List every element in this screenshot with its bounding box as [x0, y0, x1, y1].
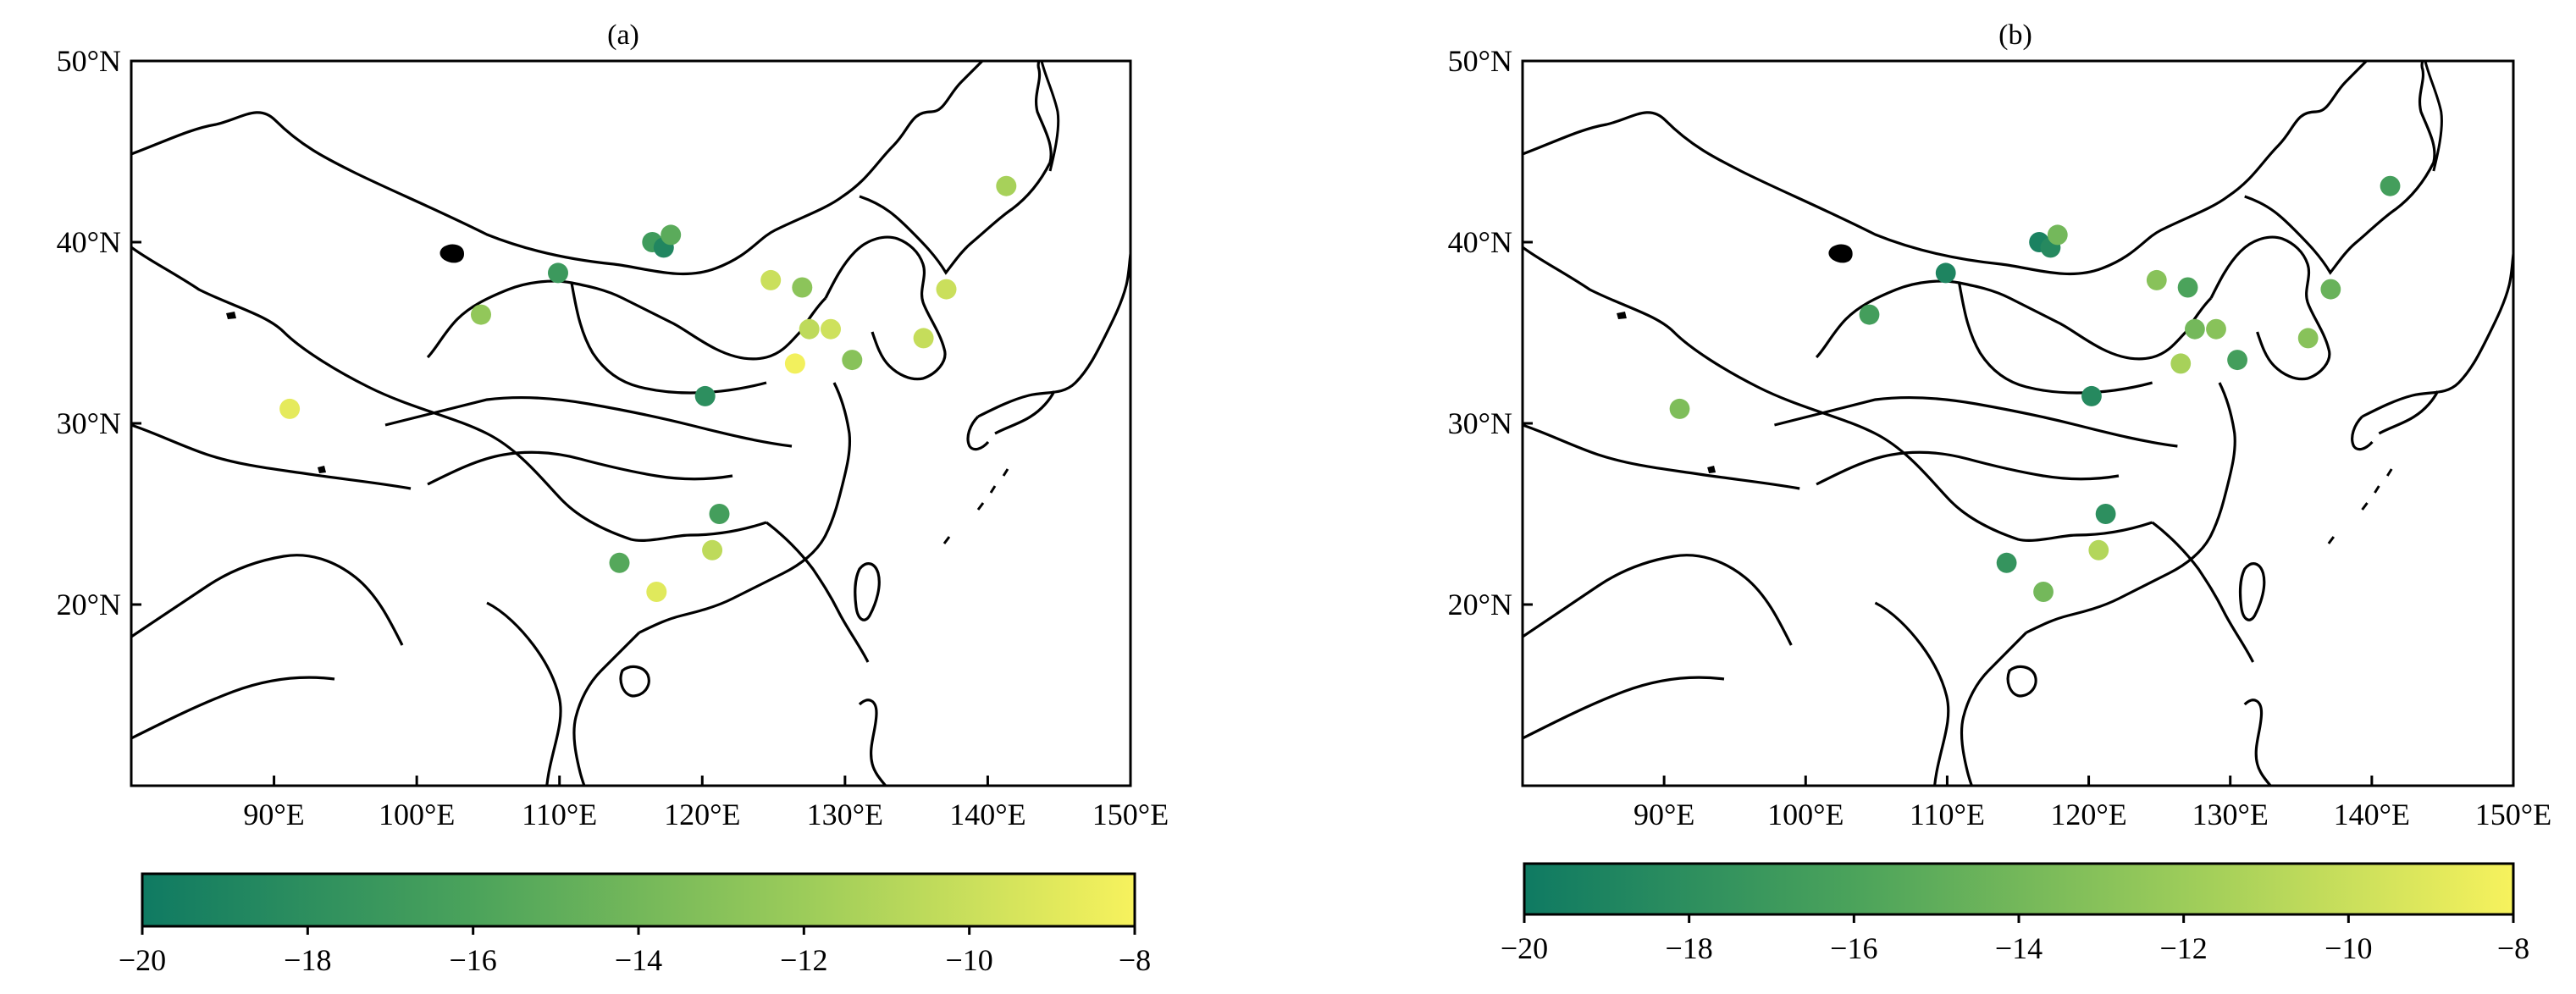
lat-tick-label: 20°N: [57, 588, 121, 621]
station-marker: [279, 398, 301, 419]
station-marker: [760, 269, 782, 290]
station-marker: [2320, 279, 2341, 300]
lon-tick-label: 100°E: [1767, 798, 1844, 831]
lon-tick-label: 150°E: [2475, 798, 2551, 831]
station-marker: [2177, 277, 2198, 298]
station-marker: [2170, 353, 2192, 374]
panel-a-colorbar-ticks: −20 −18 −16 −14 −12 −10 −8: [119, 926, 1151, 977]
panel-a-label: (a): [607, 19, 639, 51]
map-panel-b: (b) 50°N 40°N 30°N 20°N 90°E 100°E 110°E 120°E…: [1448, 19, 2552, 965]
panel-a-lat-axis: 50°N 40°N 30°N 20°N: [57, 44, 141, 621]
colorbar-tick-label: −8: [2497, 931, 2529, 965]
lon-tick-label: 150°E: [1092, 798, 1169, 831]
station-marker: [1859, 304, 1880, 325]
colorbar-tick-label: −14: [1995, 931, 2043, 965]
lon-tick-label: 90°E: [243, 798, 304, 831]
lat-tick-label: 40°N: [57, 225, 121, 259]
colorbar-tick-label: −16: [450, 943, 497, 977]
station-marker: [792, 277, 813, 298]
station-marker: [2081, 385, 2102, 406]
station-marker: [2185, 318, 2205, 340]
colorbar-tick-label: −16: [1830, 931, 1877, 965]
station-marker: [1935, 262, 1956, 284]
colorbar-tick-label: −18: [1666, 931, 1713, 965]
map-panel-a: (a) 50°N 40°N 30°N 20°N 90°E 100°E 110°E 120°E…: [57, 19, 1169, 977]
colorbar-tick-label: −10: [946, 943, 993, 977]
station-marker: [646, 582, 667, 602]
colorbar-tick-label: −12: [780, 943, 827, 977]
panel-b-stations: [1669, 175, 2401, 602]
lat-tick-label: 30°N: [1448, 406, 1512, 440]
station-marker: [548, 262, 568, 284]
panel-a-lon-axis: 90°E 100°E 110°E 120°E 130°E 140°E 150°E: [243, 776, 1169, 831]
station-marker: [702, 539, 723, 561]
panel-b-frame: [1521, 59, 2515, 787]
station-marker: [2033, 582, 2054, 602]
station-marker: [1669, 398, 1690, 419]
station-marker: [784, 353, 805, 374]
lat-tick-label: 50°N: [1448, 44, 1512, 78]
station-marker: [2380, 175, 2401, 196]
station-marker: [694, 385, 716, 406]
panel-b-lat-axis: 50°N 40°N 30°N 20°N: [1448, 44, 1533, 621]
lon-tick-label: 140°E: [2334, 798, 2410, 831]
colorbar-tick-label: −20: [119, 943, 166, 977]
lon-tick-label: 100°E: [379, 798, 455, 831]
lon-tick-label: 120°E: [664, 798, 740, 831]
station-marker: [2095, 504, 2116, 524]
station-marker: [2297, 328, 2319, 349]
station-marker: [821, 318, 841, 340]
colorbar-tick-label: −20: [1501, 931, 1548, 965]
panel-a-stations: [279, 175, 1017, 602]
panel-b-basemap: [1523, 61, 2513, 786]
colorbar-tick-label: −18: [284, 943, 331, 977]
station-marker: [2227, 350, 2247, 371]
station-marker: [913, 328, 934, 349]
lon-tick-label: 110°E: [522, 798, 597, 831]
station-marker: [2047, 224, 2068, 246]
station-marker: [709, 504, 730, 524]
colorbar-tick-label: −8: [1119, 943, 1151, 977]
panel-b-label: (b): [1998, 19, 2032, 51]
station-marker: [2146, 269, 2167, 290]
panel-b-colorbar: [1523, 862, 2515, 916]
panel-b-colorbar-ticks: −20 −18 −16 −14 −12 −10 −8: [1501, 914, 2529, 965]
station-marker: [2088, 539, 2109, 561]
lon-tick-label: 140°E: [949, 798, 1025, 831]
station-marker: [936, 279, 957, 300]
panel-a-frame: [130, 59, 1132, 787]
colorbar-tick-label: −10: [2324, 931, 2372, 965]
lon-tick-label: 130°E: [807, 798, 883, 831]
lon-tick-label: 90°E: [1633, 798, 1694, 831]
panel-b-lon-axis: 90°E 100°E 110°E 120°E 130°E 140°E 150°E: [1633, 776, 2551, 831]
station-marker: [842, 350, 863, 371]
station-marker: [1996, 552, 2017, 573]
station-marker: [471, 304, 491, 325]
station-marker: [609, 552, 630, 573]
lat-tick-label: 40°N: [1448, 225, 1512, 259]
station-marker: [799, 318, 820, 340]
station-marker: [2206, 318, 2226, 340]
lon-tick-label: 130°E: [2192, 798, 2269, 831]
colorbar-tick-label: −12: [2160, 931, 2208, 965]
station-marker: [661, 224, 682, 246]
panel-a-colorbar: [141, 872, 1136, 928]
colorbar-tick-label: −14: [615, 943, 662, 977]
lon-tick-label: 110°E: [1910, 798, 1985, 831]
lat-tick-label: 20°N: [1448, 588, 1512, 621]
lon-tick-label: 120°E: [2050, 798, 2126, 831]
station-marker: [996, 175, 1017, 196]
lat-tick-label: 30°N: [57, 406, 121, 440]
panel-a-basemap: [131, 61, 1130, 786]
lat-tick-label: 50°N: [57, 44, 121, 78]
